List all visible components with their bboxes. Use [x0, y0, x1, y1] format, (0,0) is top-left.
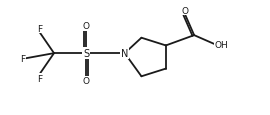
Text: F: F [21, 54, 26, 63]
Text: O: O [182, 7, 189, 15]
Text: S: S [83, 49, 89, 59]
Text: O: O [83, 22, 90, 31]
Text: N: N [121, 49, 129, 59]
Text: F: F [37, 74, 42, 83]
Text: OH: OH [215, 40, 228, 49]
Text: F: F [37, 24, 42, 33]
Text: O: O [83, 77, 90, 86]
